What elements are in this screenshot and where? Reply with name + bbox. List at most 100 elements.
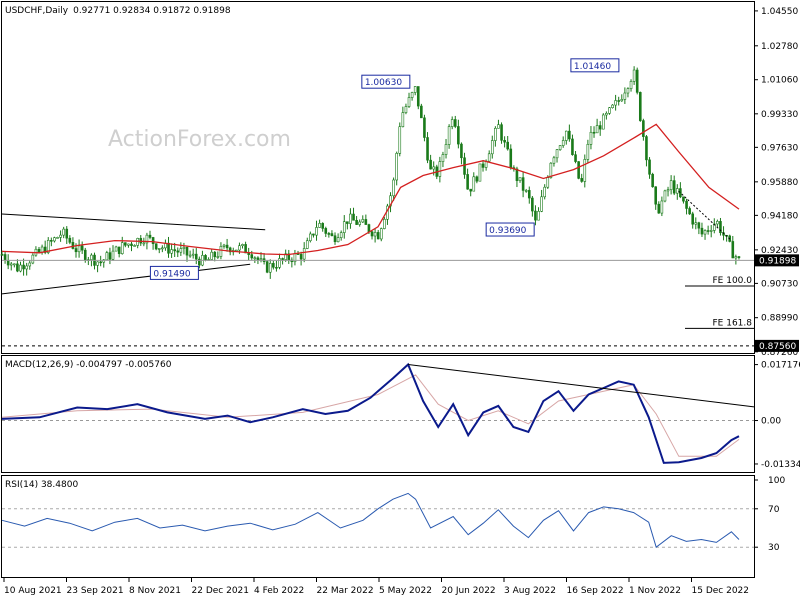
rsi-axis-label: 100 — [768, 476, 785, 486]
candle-body — [50, 240, 53, 242]
candle-body — [706, 230, 710, 232]
price-axis-label: 0.87260 — [761, 348, 798, 358]
candle-body — [28, 262, 32, 267]
price-axis-label: 0.97630 — [761, 143, 798, 153]
candle-body — [441, 154, 445, 162]
support-level-box — [755, 339, 799, 352]
candle-body — [420, 105, 423, 119]
candle-body — [685, 200, 688, 209]
price-axis-label: 1.01060 — [761, 76, 798, 86]
candle-body — [571, 138, 574, 155]
candle-body — [349, 213, 352, 224]
candle-body — [364, 219, 368, 225]
panel-frames — [1, 1, 755, 578]
candle-body — [0, 254, 4, 256]
candle-body — [697, 222, 701, 229]
candle-body — [719, 221, 722, 234]
candle-body — [580, 178, 584, 182]
candle-body — [96, 261, 99, 266]
moving-average-line — [1, 123, 740, 256]
candle-body — [691, 213, 695, 225]
candle-body — [145, 234, 149, 244]
candle-body — [642, 120, 645, 137]
candle-body — [595, 125, 599, 134]
macd-trendline — [408, 364, 755, 408]
candle-body — [105, 252, 109, 261]
candle-body — [429, 159, 432, 170]
candle-body — [244, 244, 247, 254]
candle-body — [37, 248, 41, 253]
candle-body — [635, 69, 639, 93]
candle-body — [346, 221, 349, 224]
current-price-label: 0.91898 — [759, 256, 796, 266]
instrument-name: USDCHF,Daily — [5, 6, 69, 16]
price-axis-label: 1.04550 — [761, 7, 798, 17]
annotation-label: 0.91490 — [153, 269, 190, 279]
candle-body — [518, 177, 522, 181]
rsi-line — [1, 492, 740, 549]
candle-body — [669, 180, 673, 190]
annotation-box — [149, 265, 199, 280]
current-price-box — [755, 254, 799, 267]
candle-body — [379, 228, 383, 240]
watermark: ActionForex.com — [108, 127, 291, 152]
candle-body — [241, 244, 244, 247]
candle-body — [503, 139, 506, 143]
candle-body — [46, 240, 50, 253]
candle-body — [432, 166, 435, 170]
candle-body — [716, 221, 719, 225]
candle-body — [416, 86, 420, 107]
triangle-trendline — [1, 213, 266, 231]
candle-body — [219, 246, 223, 257]
candle-body — [321, 223, 324, 229]
candle-body — [83, 249, 87, 261]
candle-body — [62, 228, 65, 236]
candle-body — [444, 144, 448, 155]
x-axis: 10 Aug 2021 23 Sep 2021 8 Nov 2021 22 Dec 2… — [3, 578, 749, 596]
candle-body — [475, 176, 479, 182]
rsi-axis-label: 70 — [768, 505, 780, 515]
candle-body — [352, 213, 355, 221]
candle-body — [114, 246, 118, 252]
candle-body — [108, 252, 112, 260]
candle-body — [265, 261, 269, 273]
candle-body — [324, 228, 328, 234]
candle-body — [210, 251, 213, 260]
candle-body — [694, 222, 698, 225]
candle-body — [543, 186, 546, 198]
candle-body — [413, 86, 417, 93]
candle-body — [99, 261, 102, 264]
macd-title: MACD(12,26,9) -0.004797 -0.005760 — [5, 360, 172, 370]
candle-body — [666, 189, 670, 192]
price-axis-label: 0.88990 — [761, 314, 798, 324]
candle-body — [632, 69, 636, 82]
candle-body — [546, 177, 550, 188]
fib-extension-label: FE 161.8 — [713, 318, 753, 328]
candle-body — [688, 208, 691, 215]
candle-body — [605, 113, 608, 116]
price-axis-label: 0.90730 — [761, 279, 798, 289]
candle-body — [651, 173, 654, 188]
candle-body — [68, 237, 72, 243]
x-axis-label: 20 Jun 2022 — [442, 586, 496, 596]
candle-body — [577, 161, 580, 179]
candle-body — [709, 230, 713, 232]
candle-body — [25, 265, 28, 270]
candle-body — [450, 119, 454, 127]
candle-body — [675, 188, 679, 194]
support-level-label: 0.87560 — [759, 342, 796, 352]
candle-body — [136, 238, 139, 246]
candle-body — [549, 162, 553, 178]
candle-body — [330, 233, 334, 237]
candle-body — [16, 263, 19, 272]
x-axis-label: 22 Dec 2021 — [192, 586, 250, 596]
candle-body — [589, 131, 593, 145]
candle-body — [315, 227, 318, 236]
candle-body — [339, 232, 343, 238]
candle-body — [373, 232, 377, 237]
rsi-layer: 100 70 30 — [1, 476, 785, 553]
x-axis-label: 5 May 2022 — [379, 586, 432, 596]
candle-body — [521, 177, 525, 191]
candle-body — [19, 264, 22, 272]
candle-body — [654, 186, 658, 205]
